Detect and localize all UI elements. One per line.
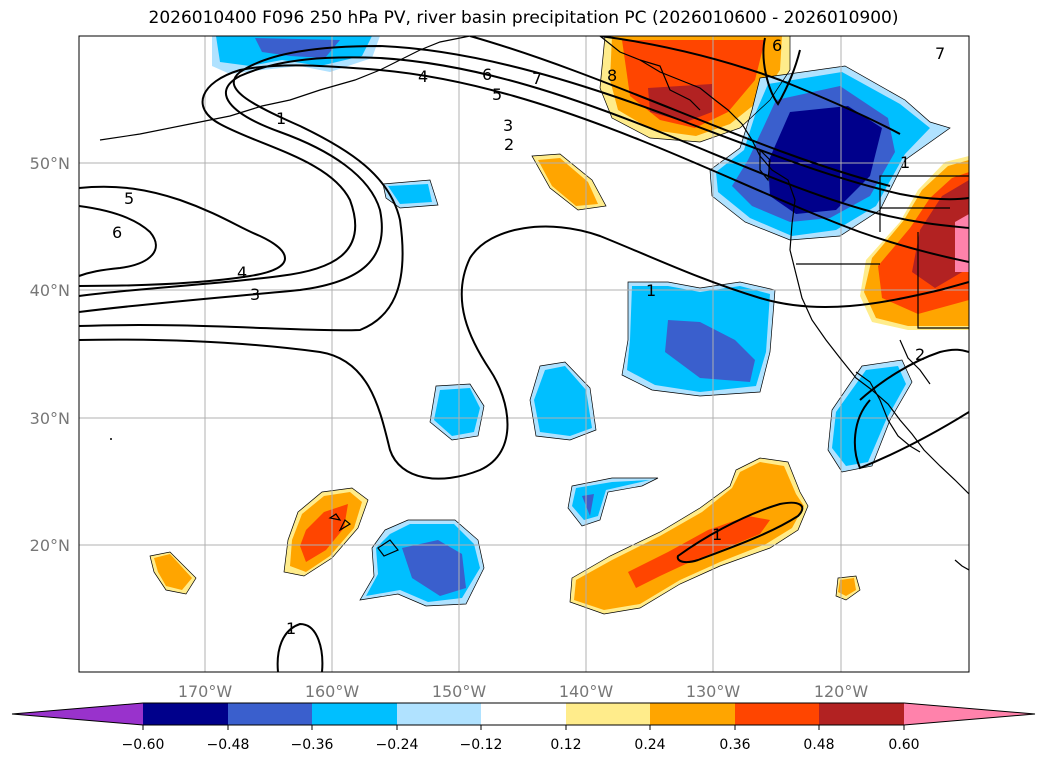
colorbar-segment [228, 703, 312, 725]
contour-label: 7 [532, 69, 542, 88]
contour-label: 1 [646, 281, 656, 300]
lat-label: 30°N [30, 409, 70, 428]
lon-label: 120°W [814, 682, 869, 701]
colorbar-tick-label: −0.48 [207, 737, 250, 753]
colorbar-extend-min [12, 703, 143, 725]
colorbar-tick-label: −0.60 [122, 737, 165, 753]
lon-label: 150°W [432, 682, 487, 701]
contour-label: 8 [607, 66, 617, 85]
colorbar-segment [481, 703, 566, 725]
colorbar-tick-label: −0.24 [376, 737, 419, 753]
colorbar-segment [819, 703, 904, 725]
contour-label: 1 [286, 619, 296, 638]
colorbar-extend-max [904, 703, 1035, 725]
lon-label: 130°W [686, 682, 741, 701]
map-title: 2026010400 F096 250 hPa PV, river basin … [148, 8, 899, 28]
colorbar-segment [143, 703, 228, 725]
contour-label: 7 [935, 44, 945, 63]
contour-label: 1 [276, 109, 286, 128]
lat-label: 40°N [30, 281, 70, 300]
colorbar-segment [735, 703, 819, 725]
lon-label: 140°W [559, 682, 614, 701]
shading-outlines [149, 36, 951, 615]
lon-label: 160°W [305, 682, 360, 701]
contour-label: 5 [124, 189, 134, 208]
colorbar-tick-label: 0.48 [803, 737, 834, 753]
contour-label: 3 [503, 116, 513, 135]
map-frame [78, 35, 970, 673]
contour-label: 4 [418, 67, 428, 86]
contour-label: 3 [250, 285, 260, 304]
contour-label: 1 [712, 525, 722, 544]
colorbar-tick-label: 0.24 [634, 737, 665, 753]
lat-label: 20°N [30, 536, 70, 555]
colorbar-tick-label: −0.36 [291, 737, 334, 753]
lat-label: 50°N [30, 154, 70, 173]
colorbar-tick-label: 0.60 [888, 737, 919, 753]
longitude-labels: 170°W 160°W 150°W 140°W 130°W 120°W [178, 682, 869, 701]
colorbar-segment [566, 703, 650, 725]
contour-label: 6 [112, 223, 122, 242]
colorbar: −0.60 −0.48 −0.36 −0.24 −0.12 0.12 0.24 … [11, 702, 1036, 753]
contour-label: 5 [492, 85, 502, 104]
latitude-labels: 50°N 40°N 30°N 20°N [30, 154, 70, 555]
map-panel: 1 4 6 7 5 3 2 8 6 1 5 6 4 3 1 2 1 7 1 [79, 36, 969, 672]
contour-label: 2 [504, 135, 514, 154]
contour-label: 1 [900, 153, 910, 172]
pv-contours [79, 36, 969, 672]
colorbar-segment [650, 703, 735, 725]
contour-labels: 1 4 6 7 5 3 2 8 6 1 5 6 4 3 1 2 1 7 1 [112, 36, 945, 638]
contour-label: 6 [772, 36, 782, 55]
colorbar-tick-label: −0.12 [460, 737, 503, 753]
lon-label: 170°W [178, 682, 233, 701]
colorbar-tick-label: 0.12 [550, 737, 581, 753]
colorbar-segment [397, 703, 481, 725]
colorbar-segment [312, 703, 397, 725]
colorbar-tick-label: 0.36 [719, 737, 750, 753]
contour-label: 4 [237, 263, 247, 282]
contour-label: 6 [482, 65, 492, 84]
contour-label: 2 [915, 345, 925, 364]
